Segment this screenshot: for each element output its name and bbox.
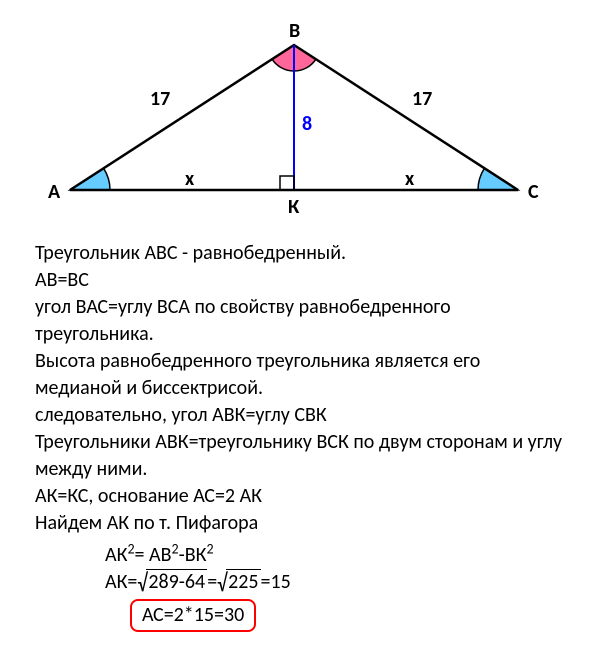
- solution-line-1: Треугольник АВС - равнобедренный.: [35, 240, 565, 267]
- radicand-1: 289-64: [146, 569, 207, 594]
- label-AK-length: x: [185, 167, 195, 191]
- side-AB: [70, 45, 294, 190]
- formula-1: АК2= АВ2-ВК2: [105, 542, 565, 569]
- solution-line-2: АВ=ВС: [35, 267, 565, 294]
- solution-line-7: АК=КС, основание АС=2 АК: [35, 483, 565, 510]
- label-C: C: [528, 180, 539, 204]
- sqrt-1: √289-64: [137, 569, 207, 596]
- formula1-lhs: АК: [105, 543, 127, 567]
- formula2-result: =15: [261, 570, 291, 594]
- label-AB-length: 17: [150, 87, 170, 111]
- formula1-ab: АВ: [149, 543, 171, 567]
- formula-block: АК2= АВ2-ВК2 АК=√289-64=√225=15 АС=2*15=…: [105, 542, 565, 632]
- sqrt-2: √225: [217, 569, 260, 596]
- exp-2a: 2: [127, 540, 134, 557]
- solution-text: Треугольник АВС - равнобедренный. АВ=ВС …: [35, 240, 565, 632]
- solution-line-8: Найдем АК по т. Пифагора: [35, 510, 565, 537]
- label-K: К: [288, 195, 300, 219]
- formula1-bk: -ВК: [179, 543, 207, 567]
- page-container: A B C К 17 17 8 x x Треугольник АВС - ра…: [0, 0, 599, 655]
- solution-line-6: Треугольники АВК=треугольнику ВСК по дву…: [35, 429, 565, 483]
- label-KC-length: x: [405, 167, 415, 191]
- label-A: A: [48, 180, 61, 204]
- right-angle-marker: [280, 176, 294, 190]
- triangle-diagram: A B C К 17 17 8 x x: [0, 0, 599, 240]
- answer-box: АС=2*15=30: [130, 599, 256, 632]
- answer-row: АС=2*15=30: [105, 596, 565, 632]
- exp-2c: 2: [206, 540, 213, 557]
- exp-2b: 2: [171, 540, 178, 557]
- formula2-eq: =: [207, 570, 217, 594]
- label-B: B: [289, 19, 300, 43]
- solution-line-3: угол ВАС=углу ВСА по свойству равнобедре…: [35, 294, 565, 348]
- label-BC-length: 17: [412, 87, 432, 111]
- formula2-lhs: АК=: [105, 570, 137, 594]
- solution-line-5: следовательно, угол АВК=углу СВК: [35, 402, 565, 429]
- formula-2: АК=√289-64=√225=15: [105, 569, 565, 596]
- solution-line-4: Высота равнобедренного треугольника явля…: [35, 348, 565, 402]
- radicand-2: 225: [226, 569, 260, 594]
- label-BK-length: 8: [302, 112, 312, 136]
